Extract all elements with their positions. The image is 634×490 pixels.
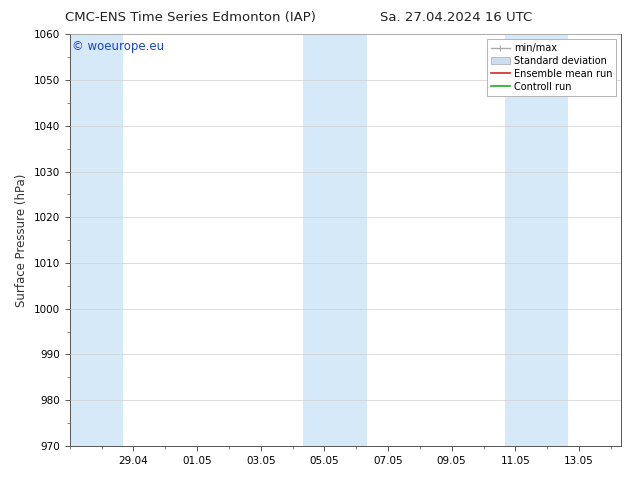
Bar <box>505 34 569 446</box>
Bar <box>70 34 123 446</box>
Bar <box>303 34 366 446</box>
Y-axis label: Surface Pressure (hPa): Surface Pressure (hPa) <box>15 173 28 307</box>
Legend: min/max, Standard deviation, Ensemble mean run, Controll run: min/max, Standard deviation, Ensemble me… <box>487 39 616 96</box>
Text: CMC-ENS Time Series Edmonton (IAP): CMC-ENS Time Series Edmonton (IAP) <box>65 11 316 24</box>
Text: Sa. 27.04.2024 16 UTC: Sa. 27.04.2024 16 UTC <box>380 11 533 24</box>
Text: © woeurope.eu: © woeurope.eu <box>72 41 165 53</box>
